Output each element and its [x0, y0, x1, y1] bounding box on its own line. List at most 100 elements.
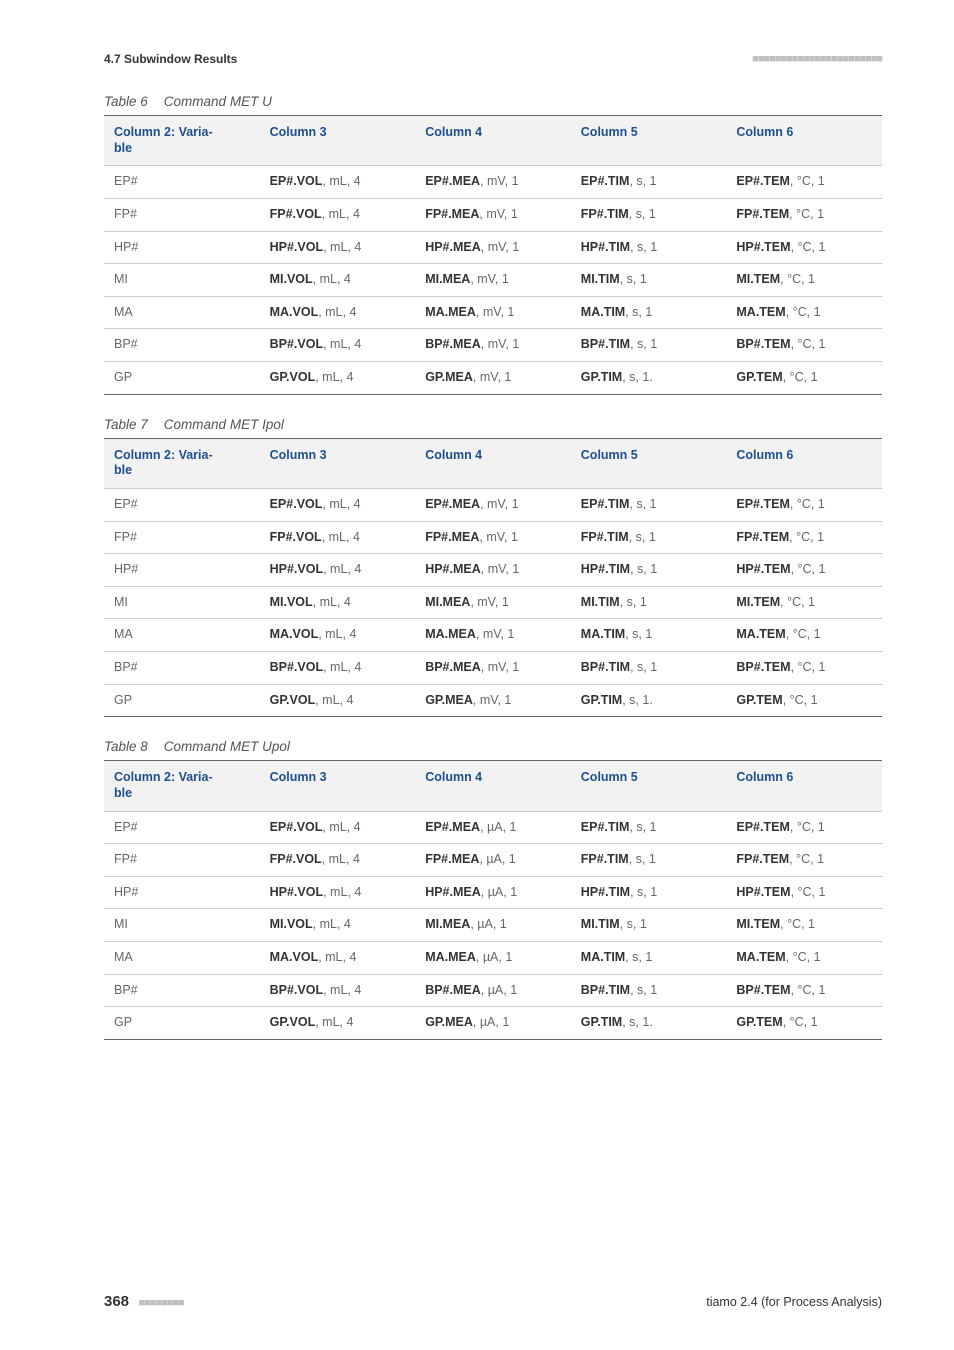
cell-tail: , s, 1 — [630, 562, 657, 576]
cell: EP#.TEM, °C, 1 — [726, 811, 882, 844]
cell-tail: , mV, 1 — [479, 207, 517, 221]
cell: GP.MEA, µA, 1 — [415, 1007, 571, 1040]
cell: MI.TIM, s, 1 — [571, 586, 727, 619]
cell-tail: , mV, 1 — [480, 497, 518, 511]
cell-value: FP#.MEA — [425, 852, 479, 866]
cell-tail: , mL, 4 — [323, 660, 361, 674]
cell: MI.VOL, mL, 4 — [260, 909, 416, 942]
cell-value: EP#.TEM — [736, 174, 790, 188]
cell-tail: , s, 1 — [629, 174, 656, 188]
cell-value: HP#.TIM — [581, 562, 630, 576]
cell: BP#.TIM, s, 1 — [571, 652, 727, 685]
cell-tail: , s, 1 — [630, 885, 657, 899]
table-row: BP#BP#.VOL, mL, 4BP#.MEA, µA, 1BP#.TIM, … — [104, 974, 882, 1007]
cell-tail: , s, 1 — [620, 917, 647, 931]
cell-tail: , mL, 4 — [323, 337, 361, 351]
cell: MA.TIM, s, 1 — [571, 942, 727, 975]
cell-tail: , mL, 4 — [323, 562, 361, 576]
cell: MI.TEM, °C, 1 — [726, 586, 882, 619]
cell: MA.VOL, mL, 4 — [260, 619, 416, 652]
cell-value: BP#.MEA — [425, 337, 481, 351]
cell-value: FP#.VOL — [270, 207, 322, 221]
cell-value: MA.MEA — [425, 305, 476, 319]
cell-tail: , µA, 1 — [476, 950, 512, 964]
cell: MI.TEM, °C, 1 — [726, 264, 882, 297]
table-row: GPGP.VOL, mL, 4GP.MEA, mV, 1GP.TIM, s, 1… — [104, 684, 882, 717]
cell: MI.MEA, µA, 1 — [415, 909, 571, 942]
cell-tail: , s, 1 — [630, 983, 657, 997]
cell: MI.VOL, mL, 4 — [260, 264, 416, 297]
cell-value: MI.TEM — [736, 272, 780, 286]
row-key: HP# — [104, 876, 260, 909]
cell: EP#.VOL, mL, 4 — [260, 488, 416, 521]
cell-value: EP#.VOL — [270, 174, 323, 188]
cell-tail: , s, 1 — [629, 207, 656, 221]
cell: FP#.VOL, mL, 4 — [260, 198, 416, 231]
column-header: Column 6 — [726, 438, 882, 488]
cell-tail: , °C, 1 — [786, 950, 821, 964]
cell-value: BP#.VOL — [270, 660, 324, 674]
cell: HP#.TIM, s, 1 — [571, 231, 727, 264]
table-caption: Table 6Command MET U — [104, 94, 882, 109]
page-number: 368 — [104, 1293, 129, 1310]
cell: HP#.TIM, s, 1 — [571, 554, 727, 587]
section-title: 4.7 Subwindow Results — [104, 52, 237, 66]
cell: FP#.TEM, °C, 1 — [726, 844, 882, 877]
cell: FP#.TIM, s, 1 — [571, 198, 727, 231]
cell-tail: , mL, 4 — [315, 370, 353, 384]
cell: BP#.TEM, °C, 1 — [726, 974, 882, 1007]
table-caption: Table 7Command MET Ipol — [104, 417, 882, 432]
cell-value: GP.VOL — [270, 693, 316, 707]
cell-value: BP#.MEA — [425, 983, 481, 997]
cell-value: GP.TIM — [581, 1015, 622, 1029]
cell: BP#.TEM, °C, 1 — [726, 652, 882, 685]
cell-value: EP#.VOL — [270, 820, 323, 834]
cell-value: EP#.MEA — [425, 497, 480, 511]
table-row: HP#HP#.VOL, mL, 4HP#.MEA, µA, 1HP#.TIM, … — [104, 876, 882, 909]
cell: GP.TIM, s, 1. — [571, 362, 727, 395]
cell: EP#.TIM, s, 1 — [571, 488, 727, 521]
column-header: Column 3 — [260, 761, 416, 811]
table-number: Table 7 — [104, 417, 148, 432]
table-row: BP#BP#.VOL, mL, 4BP#.MEA, mV, 1BP#.TIM, … — [104, 652, 882, 685]
table-row: MAMA.VOL, mL, 4MA.MEA, mV, 1MA.TIM, s, 1… — [104, 619, 882, 652]
cell: FP#.TIM, s, 1 — [571, 844, 727, 877]
cell-tail: , s, 1 — [625, 950, 652, 964]
cell: GP.TIM, s, 1. — [571, 684, 727, 717]
cell-value: MA.TEM — [736, 950, 785, 964]
cell: HP#.TEM, °C, 1 — [726, 876, 882, 909]
cell: BP#.MEA, mV, 1 — [415, 329, 571, 362]
row-key: EP# — [104, 166, 260, 199]
cell-tail: , s, 1. — [622, 693, 653, 707]
table-row: FP#FP#.VOL, mL, 4FP#.MEA, µA, 1FP#.TIM, … — [104, 844, 882, 877]
cell: EP#.TEM, °C, 1 — [726, 488, 882, 521]
cell-value: HP#.MEA — [425, 885, 481, 899]
cell: MA.MEA, mV, 1 — [415, 296, 571, 329]
cell-tail: , mL, 4 — [315, 693, 353, 707]
cell: BP#.TIM, s, 1 — [571, 329, 727, 362]
cell: GP.TEM, °C, 1 — [726, 684, 882, 717]
row-key: MI — [104, 909, 260, 942]
cell: GP.MEA, mV, 1 — [415, 362, 571, 395]
cell-value: MI.VOL — [270, 917, 313, 931]
cell-tail: , s, 1 — [630, 240, 657, 254]
cell-tail: , mV, 1 — [476, 627, 514, 641]
cell-value: MA.MEA — [425, 627, 476, 641]
cell: HP#.TEM, °C, 1 — [726, 231, 882, 264]
cell-value: EP#.TIM — [581, 497, 630, 511]
column-header: Column 4 — [415, 761, 571, 811]
column-header: Column 3 — [260, 116, 416, 166]
row-key: BP# — [104, 652, 260, 685]
cell-value: MA.VOL — [270, 305, 319, 319]
cell-value: GP.VOL — [270, 1015, 316, 1029]
cell: EP#.MEA, mV, 1 — [415, 166, 571, 199]
data-table: Column 2: Varia-bleColumn 3Column 4Colum… — [104, 115, 882, 395]
cell-tail: , mV, 1 — [481, 562, 519, 576]
column-header: Column 6 — [726, 761, 882, 811]
cell-value: HP#.MEA — [425, 562, 481, 576]
table-title: Command MET Upol — [164, 739, 290, 754]
cell-tail: , mV, 1 — [476, 305, 514, 319]
cell-tail: , mL, 4 — [322, 852, 360, 866]
cell-tail: , °C, 1 — [790, 497, 825, 511]
table-row: MAMA.VOL, mL, 4MA.MEA, µA, 1MA.TIM, s, 1… — [104, 942, 882, 975]
